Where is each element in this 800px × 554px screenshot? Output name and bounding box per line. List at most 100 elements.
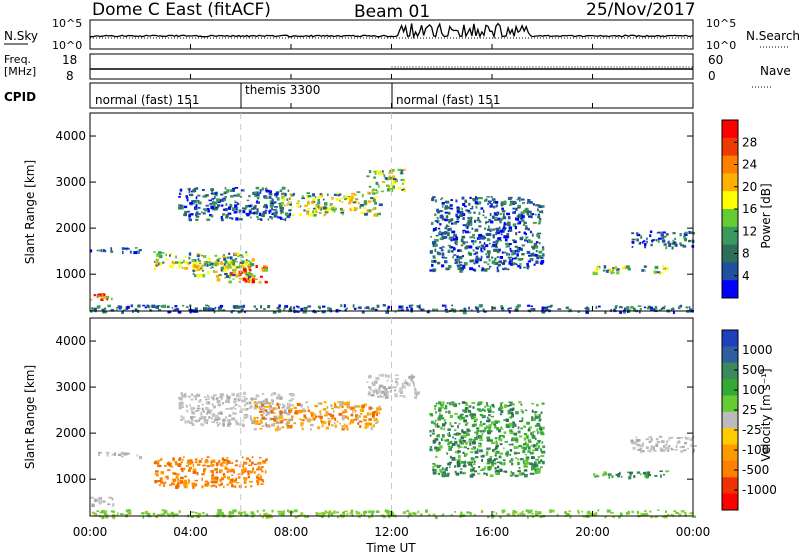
velocity-echo-4-231: [294, 411, 298, 415]
power-echo-0-14: [101, 296, 106, 299]
power-echo-11-203: [646, 307, 651, 310]
velocity-echo-2-220: [241, 468, 245, 473]
velocity-echo-6-472: [529, 426, 532, 429]
power-echo-5-23: [211, 197, 215, 200]
power-echo-8-366: [446, 200, 450, 204]
power-echo-8-398: [521, 253, 525, 256]
power-echo-8-192: [478, 211, 481, 215]
power-echo-8-382: [508, 256, 513, 259]
power-echo-8-552: [433, 227, 437, 231]
velocity-echo-6-189: [518, 444, 523, 448]
power-echo-5-221: [189, 202, 193, 205]
velocity-echo-9-62: [604, 515, 607, 519]
velocity-echo-6-45: [533, 411, 536, 413]
velocity-echo-5-5: [385, 391, 387, 394]
power-echo-11-217: [492, 306, 497, 310]
velocity-echo-5-15: [382, 386, 386, 389]
velocity-echo-3-232: [197, 405, 200, 407]
velocity-echo-6-432: [472, 457, 475, 460]
power-echo-2-31: [245, 251, 248, 254]
power-echo-5-232: [195, 196, 198, 200]
power-echo-8-401: [512, 200, 517, 203]
power-echo-2-110: [189, 261, 192, 264]
power-echo-11-69: [480, 304, 483, 307]
velocity-echo-2-96: [187, 459, 191, 463]
power-echo-8-123: [480, 250, 484, 253]
power-echo-11-19: [243, 305, 245, 308]
power-echo-6-19: [348, 202, 351, 205]
power-echo-5-215: [217, 205, 219, 208]
velocity-echo-4-150: [293, 422, 296, 425]
power-echo-3-19: [216, 274, 220, 278]
power-echo-5-219: [193, 187, 198, 190]
velocity-echo-6-343: [458, 402, 461, 405]
velocity-echo-9-76: [337, 515, 340, 519]
power-echo-8-440: [499, 256, 503, 259]
velocity-echo-6-336: [508, 401, 511, 404]
power-echo-10-70: [644, 242, 647, 246]
power-echo-8-34: [530, 213, 535, 216]
power-echo-3-30: [225, 271, 227, 274]
velocity-echo-5-70: [408, 375, 412, 379]
power-echo-8-170: [430, 221, 434, 225]
velocity-echo-7-4: [660, 474, 662, 478]
velocity-echo-9-250: [506, 513, 511, 517]
power-echo-2-69: [169, 254, 171, 257]
power-echo-5-216: [178, 196, 181, 198]
power-echo-6-14: [375, 196, 378, 198]
power-echo-11-181: [361, 310, 365, 314]
velocity-echo-6-110: [463, 446, 467, 449]
power-echo-6-146: [344, 198, 347, 201]
velocity-echo-6-490: [472, 463, 476, 465]
velocity-echo-4-142: [286, 407, 290, 410]
power-echo-2-6: [182, 259, 185, 263]
cpid-segment-3: normal (fast) 151: [396, 93, 500, 107]
velocity-echo-8-46: [631, 441, 634, 445]
velocity-echo-6-586: [472, 406, 475, 409]
velocity-echo-2-40: [167, 469, 171, 472]
velocity-echo-6-507: [513, 423, 517, 427]
power-echo-8-121: [465, 209, 469, 212]
velocity-echo-8-44: [670, 447, 673, 450]
velocity-echo-2-15: [211, 459, 216, 463]
power-echo-3-77: [232, 268, 235, 271]
velocity-echo-2-60: [182, 456, 185, 458]
velocity-echo-3-62: [222, 421, 225, 425]
velocity-echo-2-160: [192, 485, 195, 490]
power-echo-5-95: [239, 218, 243, 221]
power-echo-5-195: [195, 204, 198, 208]
power-echo-11-62: [613, 309, 616, 312]
velocity-echo-4-185: [275, 428, 279, 432]
velocity-echo-7-32: [629, 474, 632, 476]
power-echo-10-3: [636, 233, 641, 237]
velocity-echo-6-96: [443, 419, 446, 422]
velocity-echo-6-122: [459, 415, 462, 418]
power-echo-11-82: [276, 306, 280, 310]
power-echo-5-242: [248, 209, 253, 211]
power-echo-11-244: [243, 304, 246, 307]
velocity-echo-2-232: [210, 480, 215, 483]
velocity-echo-9-117: [450, 514, 453, 517]
power-colorbar-swatch-7: [722, 244, 738, 263]
power-echo-6-125: [378, 203, 383, 207]
velocity-echo-9-263: [413, 512, 417, 515]
velocity-echo-6-118: [496, 470, 500, 474]
power-echo-2-13: [195, 262, 199, 265]
velocity-echo-6-69: [503, 462, 506, 466]
velocity-echo-2-169: [153, 462, 157, 464]
velocity-echo-5-55: [404, 379, 407, 382]
power-echo-8-583: [451, 250, 454, 252]
power-echo-2-60: [222, 255, 226, 258]
velocity-echo-6-262: [526, 462, 530, 465]
power-echo-2-83: [174, 261, 178, 264]
power-echo-5-74: [273, 215, 276, 218]
power-echo-8-100: [496, 231, 500, 235]
velocity-echo-9-130: [112, 510, 115, 513]
velocity-echo-6-92: [479, 439, 484, 441]
velocity-echo-9-24: [644, 510, 647, 512]
power-echo-8-318: [474, 240, 477, 243]
power-echo-1-6: [90, 249, 93, 253]
velocity-echo-6-142: [497, 465, 500, 469]
velocity-echo-9-273: [112, 515, 115, 520]
velocity-echo-6-124: [476, 403, 481, 406]
